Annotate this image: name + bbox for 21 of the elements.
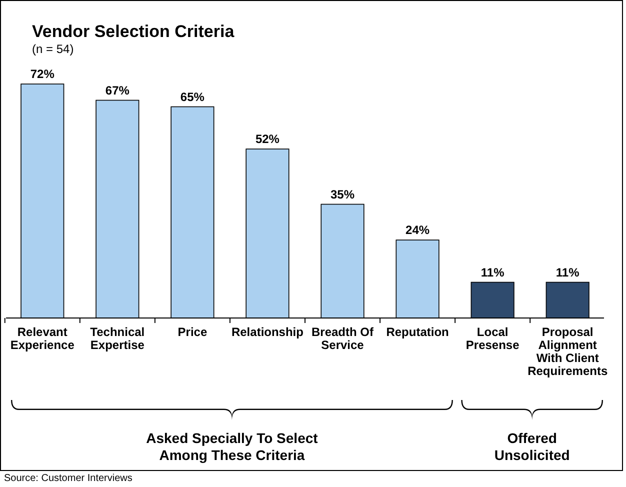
- x-tick-label: Technical Expertise: [90, 325, 145, 352]
- data-label: 24%: [406, 223, 430, 237]
- data-label: 72%: [30, 67, 55, 81]
- x-tick-label: Breadth Of Service: [312, 325, 375, 352]
- data-label: 67%: [105, 83, 130, 98]
- text: Asked Specially To Select Among These Criteria: [146, 430, 318, 463]
- data-label: 35%: [330, 187, 355, 202]
- x-tick-label: Relevant Experience: [10, 325, 75, 352]
- x-tick-label: Local Presense: [466, 325, 520, 352]
- x-tick-label: Reputation: [386, 325, 449, 339]
- x-tick-label: Price: [178, 325, 208, 339]
- data-label: 11%: [556, 265, 580, 280]
- chart-title: Vendor Selection Criteria: [32, 22, 235, 41]
- chart-subtitle: (n = 54): [32, 42, 74, 56]
- text: Offered Unsolicited: [494, 430, 570, 463]
- data-label: 52%: [255, 132, 280, 146]
- data-label: 11%: [480, 265, 505, 280]
- x-tick-label: Relationship: [231, 325, 304, 339]
- x-tick-label: Proposal Alignment With Client Requirements: [528, 325, 608, 378]
- data-label: 65%: [180, 90, 205, 104]
- source-note: Source: Customer Interviews: [4, 473, 132, 484]
